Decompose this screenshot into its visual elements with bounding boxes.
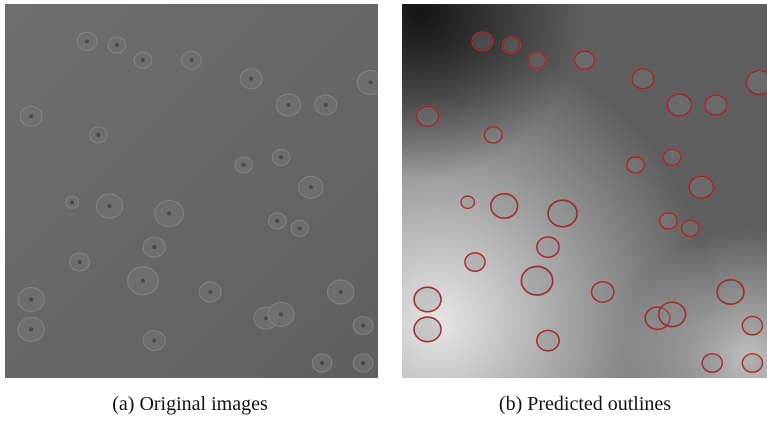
cell-nucleus xyxy=(264,316,269,321)
cell-nucleus xyxy=(249,76,254,81)
cell xyxy=(746,70,767,96)
predicted-outline xyxy=(666,92,693,118)
cell xyxy=(356,70,378,96)
predicted-outline xyxy=(703,93,728,116)
cell-nucleus xyxy=(279,312,284,317)
cell-nucleus xyxy=(241,162,246,167)
cell xyxy=(464,252,486,272)
predicted-outline xyxy=(413,316,442,343)
cell xyxy=(658,301,686,327)
predicted-outline xyxy=(483,125,503,144)
cell xyxy=(574,50,595,70)
predicted-outline xyxy=(471,31,494,52)
cell-nucleus xyxy=(141,278,146,283)
cell-nucleus xyxy=(107,203,112,208)
cell xyxy=(704,94,728,116)
cell xyxy=(413,316,442,342)
cell-nucleus xyxy=(189,58,194,63)
caption: (a) Original images xyxy=(112,393,268,415)
cell xyxy=(413,286,442,312)
cell-nucleus xyxy=(29,297,34,302)
cell-nucleus xyxy=(368,80,373,85)
cell-nucleus xyxy=(286,102,291,107)
predicted-outline xyxy=(630,67,655,90)
cell-nucleus xyxy=(152,338,157,343)
cell-nucleus xyxy=(279,155,284,160)
cell-nucleus xyxy=(77,260,82,265)
cell-nucleus xyxy=(361,361,366,366)
cell xyxy=(547,199,578,227)
predicted-outline xyxy=(573,50,596,71)
cell-nucleus xyxy=(297,226,302,231)
cell xyxy=(591,281,615,303)
cell-nucleus xyxy=(141,58,146,63)
predicted-outline xyxy=(688,175,715,200)
predicted-outline xyxy=(657,301,687,328)
cell xyxy=(742,353,763,373)
cell-nucleus xyxy=(29,114,34,119)
cell-nucleus xyxy=(29,327,34,332)
cell-nucleus xyxy=(152,245,157,250)
cell xyxy=(688,175,714,199)
predicted-outline xyxy=(536,329,560,352)
predicted-outline xyxy=(745,69,767,96)
predicted-outline xyxy=(460,195,476,210)
predicted-outline xyxy=(527,51,547,69)
predicted-outline xyxy=(662,148,682,167)
cell-nucleus xyxy=(167,211,172,216)
cell xyxy=(416,105,440,127)
cell-nucleus xyxy=(308,185,313,190)
predicted-outline xyxy=(489,192,519,220)
caption: (b) Predicted outlines xyxy=(499,393,671,415)
predicted-outline xyxy=(741,353,764,373)
cell xyxy=(521,266,553,296)
predicted-outline xyxy=(590,280,615,303)
cell-nucleus xyxy=(275,218,280,223)
predicted-outline xyxy=(415,105,440,128)
predicted-outlines-image xyxy=(402,4,767,378)
predicted-outline xyxy=(520,265,554,296)
predicted-outline xyxy=(644,306,671,331)
cell xyxy=(742,316,763,336)
predicted-outline xyxy=(741,315,764,336)
cell xyxy=(716,279,745,305)
predicted-outline xyxy=(547,199,579,228)
cell-nucleus xyxy=(338,289,343,294)
predicted-outline xyxy=(658,212,679,230)
predicted-outline xyxy=(625,155,646,174)
cell xyxy=(471,31,493,51)
cell-nucleus xyxy=(320,361,325,366)
cell-nucleus xyxy=(361,323,366,328)
predicted-outline xyxy=(413,286,442,313)
cell-nucleus xyxy=(208,289,213,294)
cell-nucleus xyxy=(323,102,328,107)
predicted-outline xyxy=(701,353,724,373)
cell-nucleus xyxy=(70,200,75,205)
cell xyxy=(666,93,693,117)
cell-nucleus xyxy=(85,39,90,44)
predicted-outline xyxy=(464,252,486,273)
cell xyxy=(536,236,560,258)
predicted-outline xyxy=(680,219,701,238)
predicted-outline xyxy=(716,278,745,306)
cell-nucleus xyxy=(114,43,119,48)
original-image xyxy=(5,4,378,378)
cell xyxy=(631,68,655,90)
cell xyxy=(536,330,560,352)
predicted-outline xyxy=(501,36,522,55)
cell-nucleus xyxy=(96,132,101,137)
cell xyxy=(701,353,723,373)
predicted-outline xyxy=(536,236,560,259)
cell xyxy=(490,193,518,219)
